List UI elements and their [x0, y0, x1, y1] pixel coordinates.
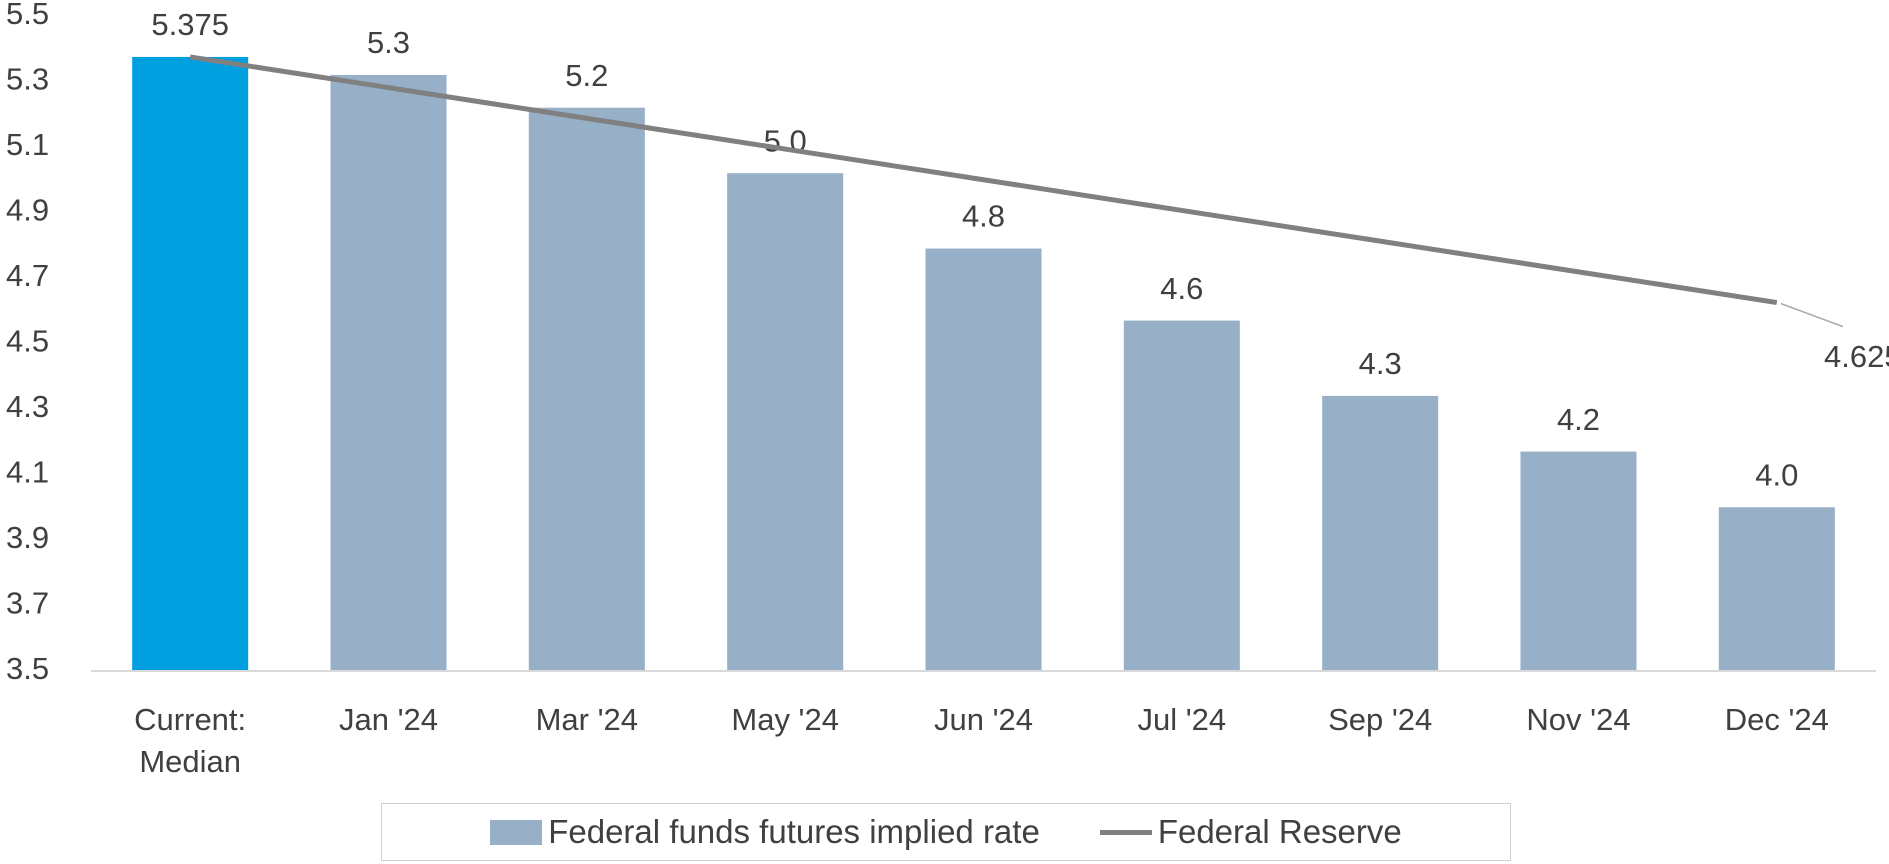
legend: Federal funds futures implied rate Federa… — [381, 803, 1511, 861]
x-tick-label: Current: Median — [134, 702, 247, 779]
bar — [528, 107, 645, 671]
data-label: 5.375 — [151, 7, 229, 42]
data-label: 4.0 — [1755, 457, 1798, 492]
y-tick-label: 5.1 — [6, 127, 49, 162]
y-tick-label: 5.3 — [6, 62, 49, 97]
data-label: 4.6 — [1160, 271, 1203, 306]
y-tick-label: 4.5 — [6, 324, 49, 359]
x-tick-label: Jan '24 — [338, 702, 438, 737]
legend-swatch — [1099, 829, 1152, 835]
y-tick-label: 3.7 — [6, 586, 49, 621]
legend-item: Federal funds futures implied rate — [490, 813, 1040, 851]
legend-swatch — [490, 819, 543, 845]
x-tick-label: Jul '24 — [1137, 702, 1227, 737]
bar — [1718, 507, 1835, 671]
y-tick-label: 4.1 — [6, 455, 49, 490]
bar — [727, 173, 844, 671]
data-label: 4.8 — [962, 199, 1005, 234]
y-tick-label: 3.5 — [6, 651, 49, 686]
chart: 3.5 3.7 3.9 4.1 4.3 4.5 4.7 4.9 5.1 5.3 5.5 5.375 5.… — [6, 0, 1889, 686]
legend-label: Federal funds futures implied rate — [548, 813, 1040, 850]
x-tick-label: Mar '24 — [535, 702, 639, 737]
data-label: 5.3 — [367, 25, 410, 60]
x-tick-label: Dec '24 — [1724, 702, 1829, 737]
x-tick-label: Sep '24 — [1328, 702, 1433, 737]
x-tick-label: May '24 — [731, 702, 839, 737]
data-label: 4.3 — [1359, 346, 1402, 381]
legend-item: Federal Reserve — [1099, 813, 1402, 851]
bar — [1322, 395, 1439, 671]
bar — [1123, 320, 1240, 671]
y-tick-label: 3.9 — [6, 520, 49, 555]
bar — [132, 56, 249, 671]
data-label: 4.2 — [1557, 402, 1600, 437]
bar — [1520, 451, 1637, 671]
legend-label: Federal Reserve — [1157, 813, 1402, 850]
x-tick-label: Jun '24 — [933, 702, 1033, 737]
data-label: 4.625 — [1824, 339, 1889, 374]
x-tick-label: Nov '24 — [1526, 702, 1631, 737]
y-tick-label: 5.5 — [6, 0, 49, 31]
leader-line — [1780, 302, 1844, 328]
data-label: 5.2 — [565, 58, 608, 93]
y-tick-label: 4.9 — [6, 193, 49, 228]
y-tick-label: 4.3 — [6, 389, 49, 424]
line — [189, 54, 1778, 306]
bar — [925, 248, 1042, 671]
bar — [330, 74, 447, 671]
y-tick-label: 4.7 — [6, 258, 49, 293]
